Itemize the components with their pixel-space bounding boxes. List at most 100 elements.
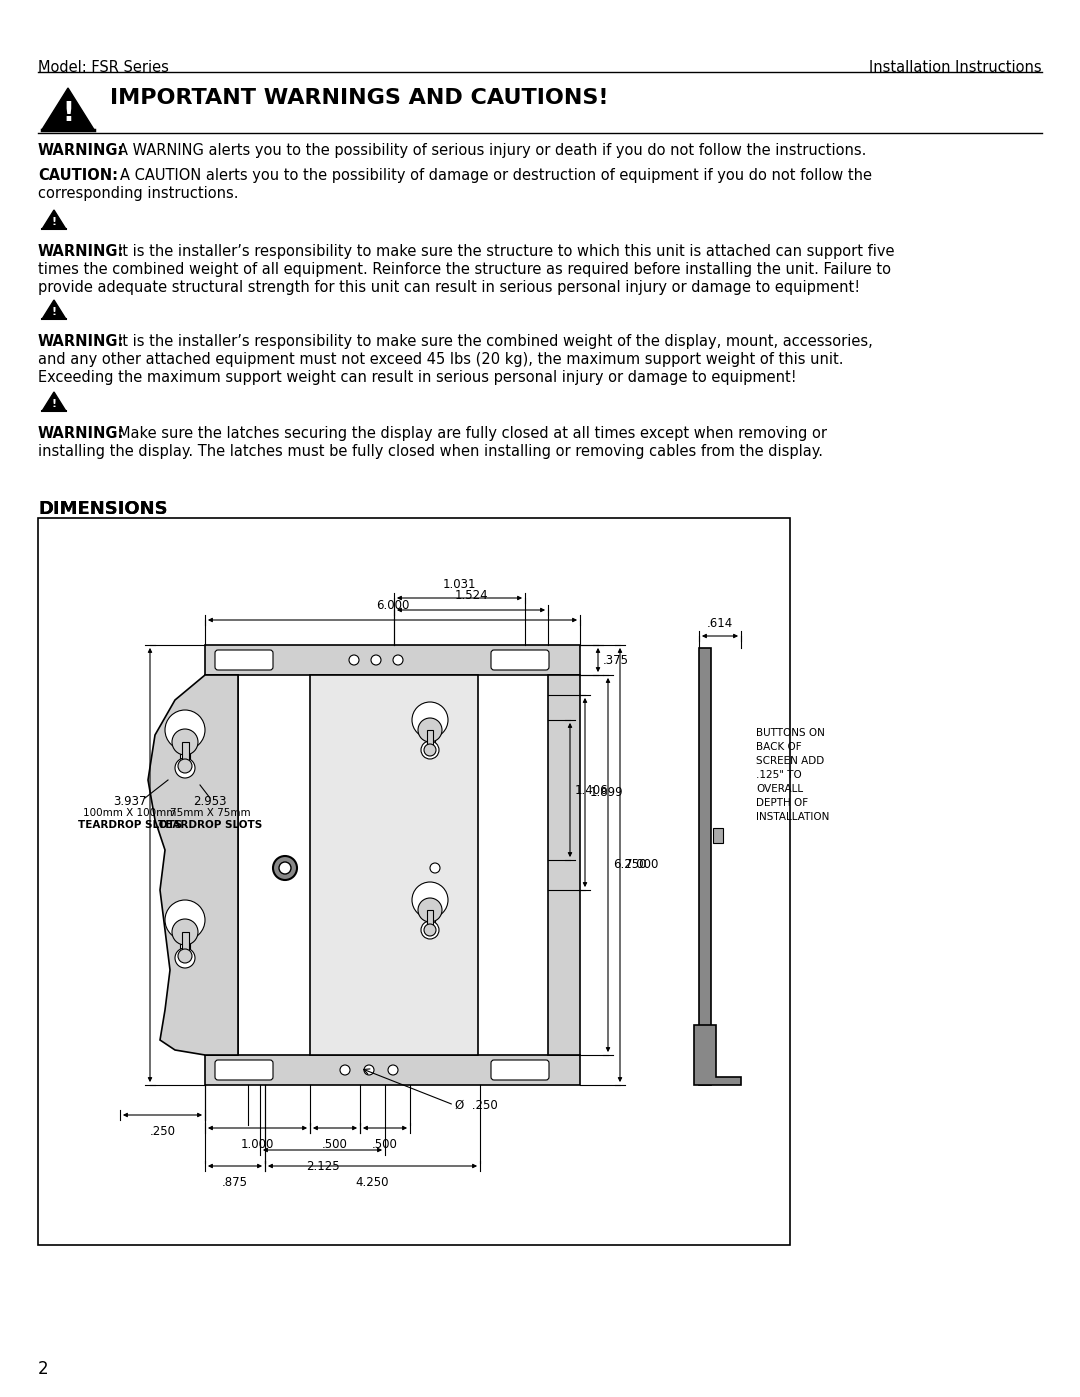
FancyBboxPatch shape bbox=[491, 650, 549, 671]
Polygon shape bbox=[42, 300, 66, 319]
Text: DIMENSIONS: DIMENSIONS bbox=[38, 500, 167, 518]
Bar bbox=[699, 648, 711, 1085]
Circle shape bbox=[424, 745, 436, 756]
Text: 1.524: 1.524 bbox=[455, 590, 488, 602]
Circle shape bbox=[273, 856, 297, 880]
Text: TEARDROP SLOTS: TEARDROP SLOTS bbox=[158, 820, 262, 830]
Text: 1.031: 1.031 bbox=[443, 578, 476, 591]
Text: .250: .250 bbox=[149, 1125, 175, 1139]
Text: Installation Instructions: Installation Instructions bbox=[869, 60, 1042, 75]
Circle shape bbox=[340, 1065, 350, 1076]
FancyBboxPatch shape bbox=[491, 1060, 549, 1080]
Text: corresponding instructions.: corresponding instructions. bbox=[38, 186, 239, 201]
Text: IMPORTANT WARNINGS AND CAUTIONS!: IMPORTANT WARNINGS AND CAUTIONS! bbox=[110, 88, 608, 108]
Circle shape bbox=[175, 759, 195, 778]
Circle shape bbox=[279, 862, 291, 875]
Bar bbox=[427, 731, 433, 750]
Text: !: ! bbox=[52, 307, 56, 317]
Bar bbox=[426, 900, 434, 930]
Text: Exceeding the maximum support weight can result in serious personal injury or da: Exceeding the maximum support weight can… bbox=[38, 370, 797, 386]
Text: !: ! bbox=[62, 101, 73, 127]
Circle shape bbox=[178, 759, 192, 773]
Text: WARNING:: WARNING: bbox=[38, 334, 124, 349]
Circle shape bbox=[388, 1065, 399, 1076]
FancyBboxPatch shape bbox=[215, 650, 273, 671]
Bar bbox=[713, 828, 723, 842]
FancyBboxPatch shape bbox=[215, 1060, 273, 1080]
Text: 1.406: 1.406 bbox=[575, 784, 609, 796]
Circle shape bbox=[418, 898, 442, 922]
Text: 2: 2 bbox=[38, 1361, 49, 1377]
Bar bbox=[180, 731, 190, 768]
Circle shape bbox=[172, 919, 198, 944]
Text: It is the installer’s responsibility to make sure the structure to which this un: It is the installer’s responsibility to … bbox=[118, 244, 894, 258]
Circle shape bbox=[165, 710, 205, 750]
Text: 6.000: 6.000 bbox=[376, 599, 409, 612]
Text: installing the display. The latches must be fully closed when installing or remo: installing the display. The latches must… bbox=[38, 444, 823, 460]
Text: 7.000: 7.000 bbox=[625, 859, 659, 872]
Circle shape bbox=[421, 921, 438, 939]
Bar bbox=[548, 675, 580, 1055]
Circle shape bbox=[175, 949, 195, 968]
Bar bbox=[427, 909, 433, 930]
Text: Make sure the latches securing the display are fully closed at all times except : Make sure the latches securing the displ… bbox=[118, 426, 827, 441]
Text: WARNING:: WARNING: bbox=[38, 142, 124, 158]
Text: .614: .614 bbox=[707, 617, 733, 630]
Circle shape bbox=[411, 703, 448, 738]
Circle shape bbox=[372, 655, 381, 665]
Text: 2.953: 2.953 bbox=[193, 795, 227, 807]
Text: 2.125: 2.125 bbox=[306, 1160, 339, 1173]
Text: BUTTONS ON
BACK OF
SCREEN ADD
.125" TO
OVERALL
DEPTH OF
INSTALLATION: BUTTONS ON BACK OF SCREEN ADD .125" TO O… bbox=[756, 728, 829, 821]
Text: .875: .875 bbox=[222, 1176, 248, 1189]
Polygon shape bbox=[42, 210, 66, 229]
Polygon shape bbox=[42, 393, 66, 411]
Text: WARNING:: WARNING: bbox=[38, 244, 124, 258]
Text: .500: .500 bbox=[373, 1139, 397, 1151]
Circle shape bbox=[411, 882, 448, 918]
Bar bbox=[181, 742, 189, 766]
Bar bbox=[205, 1055, 580, 1085]
Text: Ø  .250: Ø .250 bbox=[455, 1098, 498, 1112]
Text: 1.899: 1.899 bbox=[590, 787, 623, 799]
Text: It is the installer’s responsibility to make sure the combined weight of the dis: It is the installer’s responsibility to … bbox=[118, 334, 873, 349]
Text: 75mm X 75mm: 75mm X 75mm bbox=[170, 807, 251, 819]
Text: 100mm X 100mm: 100mm X 100mm bbox=[83, 807, 177, 819]
Bar bbox=[38, 518, 789, 1245]
Text: provide adequate structural strength for this unit can result in serious persona: provide adequate structural strength for… bbox=[38, 279, 860, 295]
Text: 1.000: 1.000 bbox=[241, 1139, 274, 1151]
Text: and any other attached equipment must not exceed 45 lbs (20 kg), the maximum sup: and any other attached equipment must no… bbox=[38, 352, 843, 367]
Circle shape bbox=[424, 923, 436, 936]
Circle shape bbox=[430, 863, 440, 873]
Bar bbox=[426, 719, 434, 750]
Bar bbox=[205, 675, 238, 1055]
Polygon shape bbox=[42, 88, 94, 130]
Text: 6.250: 6.250 bbox=[613, 859, 647, 872]
Text: !: ! bbox=[52, 217, 56, 226]
Polygon shape bbox=[694, 1025, 741, 1085]
Circle shape bbox=[418, 718, 442, 742]
Circle shape bbox=[364, 1065, 374, 1076]
Text: .500: .500 bbox=[322, 1139, 348, 1151]
Circle shape bbox=[393, 655, 403, 665]
Text: A CAUTION alerts you to the possibility of damage or destruction of equipment if: A CAUTION alerts you to the possibility … bbox=[120, 168, 872, 183]
Text: CAUTION:: CAUTION: bbox=[38, 168, 118, 183]
Text: !: ! bbox=[52, 400, 56, 409]
Text: 4.250: 4.250 bbox=[355, 1176, 389, 1189]
Bar bbox=[310, 675, 478, 1055]
Circle shape bbox=[421, 740, 438, 759]
Text: times the combined weight of all equipment. Reinforce the structure as required : times the combined weight of all equipme… bbox=[38, 263, 891, 277]
Circle shape bbox=[349, 655, 359, 665]
Bar bbox=[180, 921, 190, 958]
Circle shape bbox=[165, 900, 205, 940]
Text: TEARDROP SLOTS: TEARDROP SLOTS bbox=[78, 820, 183, 830]
Text: DIMENSIONS: DIMENSIONS bbox=[38, 500, 167, 518]
Circle shape bbox=[172, 729, 198, 754]
Circle shape bbox=[178, 949, 192, 963]
Text: A WARNING alerts you to the possibility of serious injury or death if you do not: A WARNING alerts you to the possibility … bbox=[118, 142, 866, 158]
Polygon shape bbox=[148, 675, 238, 1055]
Bar bbox=[205, 645, 580, 675]
Text: .375: .375 bbox=[603, 654, 629, 666]
Text: WARNING:: WARNING: bbox=[38, 426, 124, 441]
Text: 3.937: 3.937 bbox=[113, 795, 147, 807]
Bar bbox=[181, 932, 189, 956]
